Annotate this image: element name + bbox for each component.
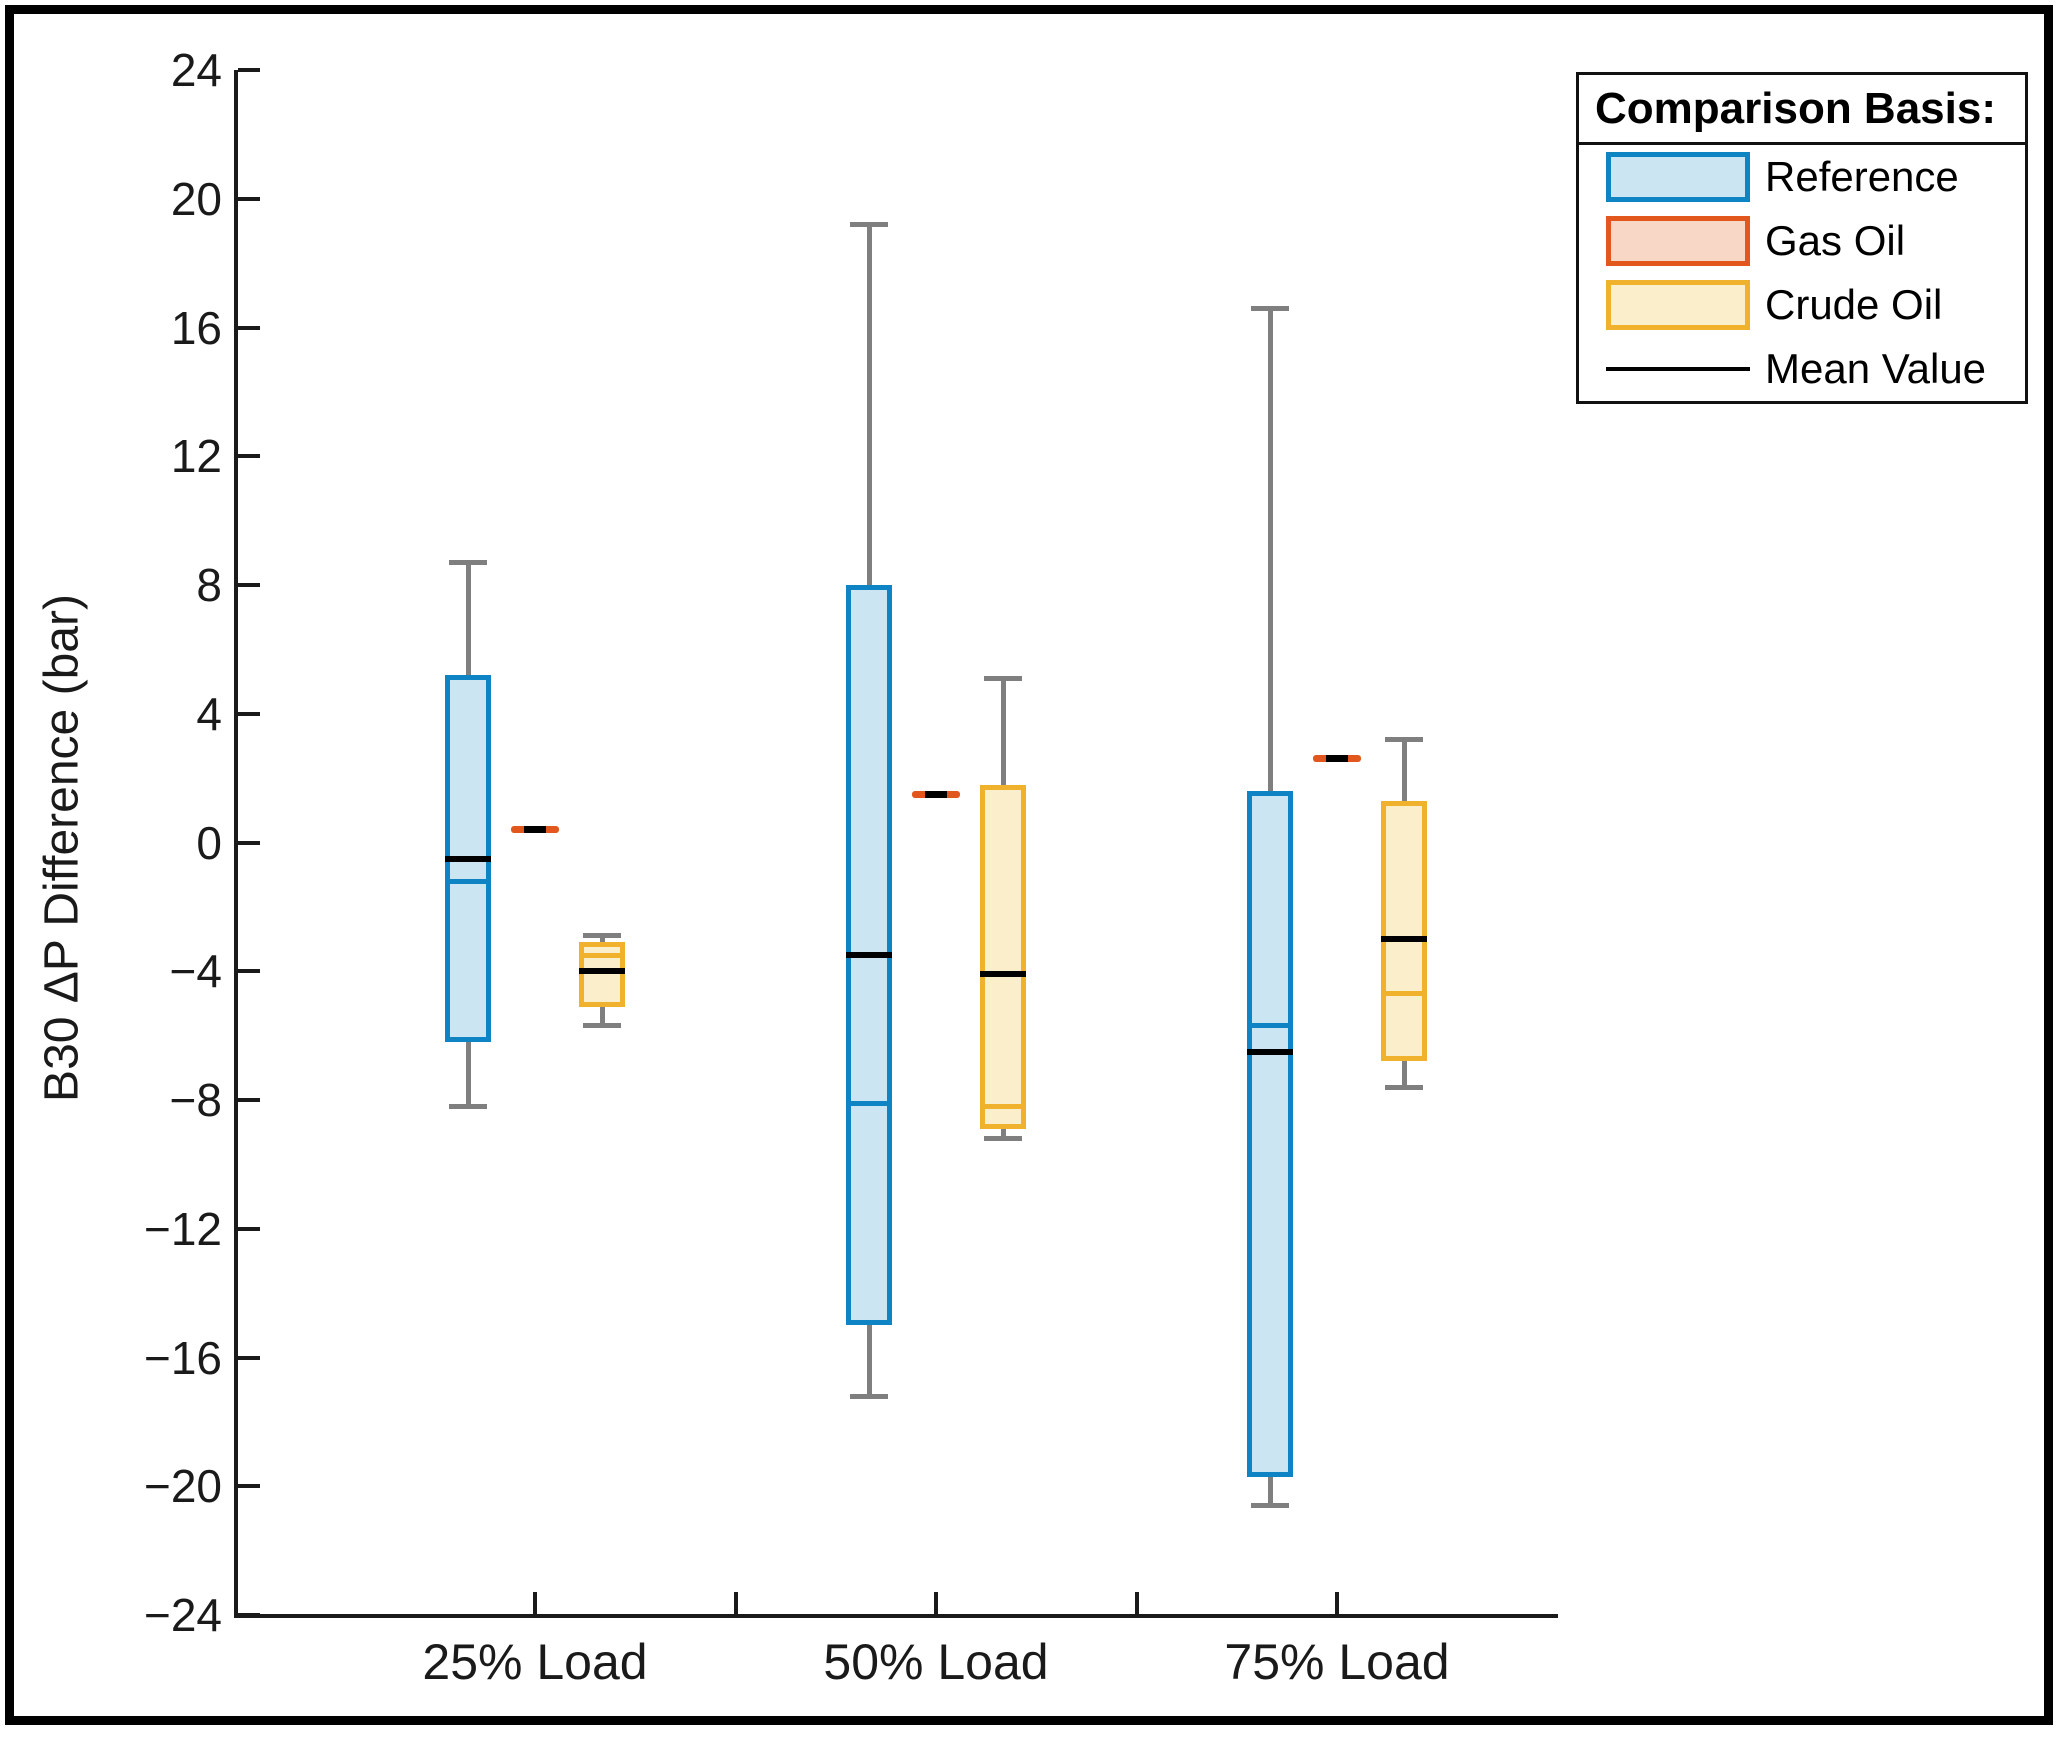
- whisker-cap-high-reference-75-load: [1251, 305, 1289, 311]
- median-line-reference-75-load: [1247, 1023, 1293, 1029]
- legend-item-label: Reference: [1765, 153, 1959, 200]
- y-tick-label: 12: [170, 430, 222, 483]
- y-tick-label: −20: [143, 1460, 222, 1513]
- legend: Comparison Basis: Reference Gas Oil Crud…: [1576, 72, 2028, 404]
- mean-line-reference-50-load: [846, 952, 892, 959]
- mean-line-crude-oil-75-load: [1381, 936, 1427, 943]
- legend-item-label: Gas Oil: [1765, 217, 1906, 264]
- legend-item-mean-value: Mean Value: [1579, 337, 2025, 401]
- y-tick-label: −4: [169, 945, 222, 998]
- mean-line-crude-oil-25-load: [579, 968, 625, 975]
- y-tick-label: 0: [196, 816, 222, 869]
- whisker-cap-low-crude-oil-25-load: [583, 1023, 621, 1029]
- y-tick-mark: [238, 196, 260, 201]
- reference-swatch: [1606, 152, 1750, 202]
- y-tick-mark: [238, 711, 260, 716]
- y-tick-mark: [238, 583, 260, 587]
- whisker-cap-high-crude-oil-75-load: [1385, 737, 1423, 742]
- median-line-crude-oil-25-load: [579, 952, 625, 958]
- y-tick-label: 24: [170, 44, 222, 96]
- y-tick-label: −24: [143, 1589, 222, 1641]
- y-tick-mark: [238, 1355, 260, 1360]
- x-tick-label: 75% Load: [1224, 1634, 1450, 1690]
- y-tick-mark: [238, 969, 260, 974]
- mean-value-line-swatch: [1606, 367, 1750, 371]
- legend-title: Comparison Basis:: [1579, 75, 2025, 145]
- legend-item-label: Mean Value: [1765, 345, 1987, 392]
- box-crude-oil-75-load: [1381, 800, 1427, 1062]
- median-line-crude-oil-50-load: [980, 1103, 1026, 1109]
- whisker-cap-low-crude-oil-50-load: [984, 1136, 1022, 1142]
- whisker-cap-high-reference-25-load: [449, 559, 487, 565]
- y-tick-mark: [238, 1484, 260, 1489]
- x-tick-mark: [934, 1592, 938, 1614]
- x-tick-mark: [733, 1592, 738, 1614]
- legend-item-crude-oil: Crude Oil: [1579, 273, 2025, 337]
- box-crude-oil-50-load: [980, 784, 1026, 1129]
- box-reference-75-load: [1247, 791, 1293, 1477]
- y-tick-label: 4: [196, 687, 222, 740]
- y-tick-mark: [238, 68, 260, 72]
- y-tick-mark: [238, 1098, 260, 1102]
- crude-oil-swatch: [1606, 280, 1750, 330]
- whisker-cap-low-reference-25-load: [449, 1103, 487, 1109]
- y-tick-label: −16: [143, 1331, 222, 1384]
- whisker-cap-high-crude-oil-50-load: [984, 675, 1022, 681]
- x-axis-line: [234, 1614, 1558, 1618]
- whisker-cap-low-reference-75-load: [1251, 1503, 1289, 1509]
- x-tick-mark: [1134, 1592, 1139, 1614]
- x-tick-mark: [1335, 1592, 1339, 1614]
- x-tick-label: 25% Load: [422, 1634, 648, 1690]
- figure-border: [5, 5, 2053, 1725]
- x-tick-mark: [533, 1592, 537, 1614]
- median-line-reference-50-load: [846, 1100, 892, 1106]
- median-line-reference-25-load: [445, 878, 491, 884]
- y-tick-label: 20: [170, 172, 222, 225]
- y-tick-label: 16: [170, 301, 222, 354]
- y-tick-mark: [238, 1613, 260, 1617]
- mean-line-reference-75-load: [1247, 1048, 1293, 1055]
- whisker-cap-low-crude-oil-75-load: [1385, 1084, 1423, 1090]
- point-mean-gas-oil-50-load: [925, 790, 947, 798]
- legend-item-label: Crude Oil: [1765, 281, 1943, 328]
- y-tick-label: −8: [169, 1074, 222, 1126]
- point-mean-gas-oil-75-load: [1326, 755, 1348, 763]
- mean-line-reference-25-load: [445, 855, 491, 862]
- gas-oil-swatch: [1606, 216, 1750, 266]
- legend-item-reference: Reference: [1579, 145, 2025, 209]
- y-tick-mark: [238, 840, 260, 845]
- y-tick-mark: [238, 454, 260, 459]
- whisker-cap-low-reference-50-load: [850, 1393, 888, 1399]
- y-axis-line: [234, 70, 238, 1618]
- y-tick-label: −12: [143, 1202, 222, 1255]
- mean-line-crude-oil-50-load: [980, 971, 1026, 978]
- x-tick-label: 50% Load: [823, 1634, 1049, 1690]
- y-tick-mark: [238, 325, 260, 330]
- point-mean-gas-oil-25-load: [524, 826, 546, 834]
- y-tick-label: 8: [196, 559, 222, 611]
- median-line-crude-oil-75-load: [1381, 991, 1427, 997]
- y-tick-mark: [238, 1226, 260, 1231]
- whisker-cap-high-reference-50-load: [850, 222, 888, 227]
- whisker-cap-high-crude-oil-25-load: [583, 933, 621, 939]
- legend-item-gas-oil: Gas Oil: [1579, 209, 2025, 273]
